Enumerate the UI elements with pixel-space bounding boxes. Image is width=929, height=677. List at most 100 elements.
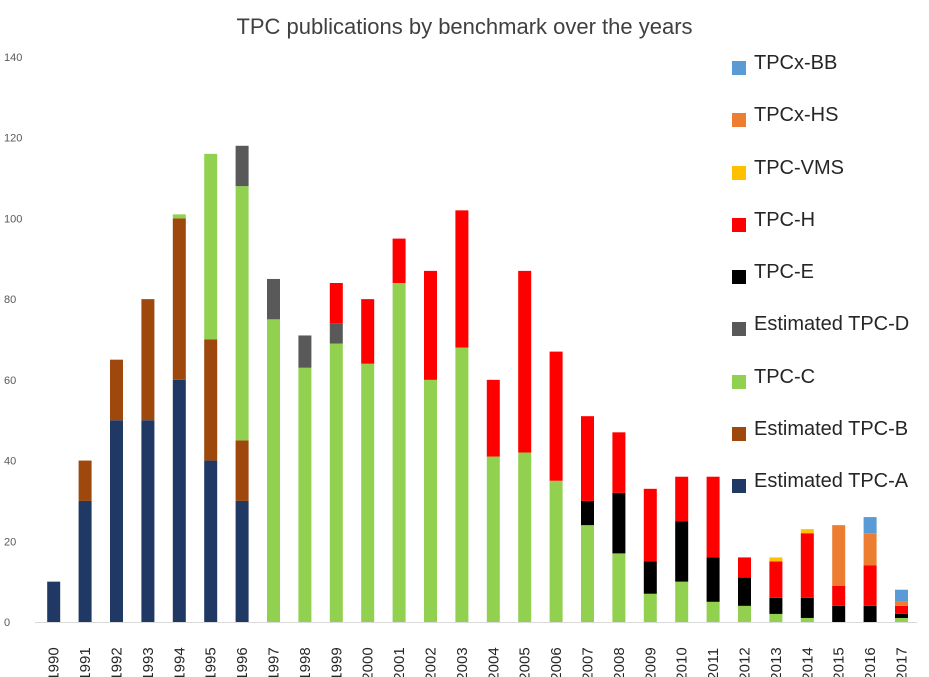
- bar-segment: [832, 585, 846, 606]
- x-tick-label: 2003: [454, 647, 471, 677]
- bar-segment: [235, 186, 249, 441]
- x-tick-label: 1990: [46, 647, 63, 677]
- bar-segment: [298, 335, 312, 368]
- x-tick-label: 2005: [517, 647, 534, 677]
- bar-segment: [549, 480, 563, 622]
- x-tick-label: 1991: [77, 647, 94, 677]
- bar-segment: [204, 460, 218, 622]
- bar-segment: [424, 270, 437, 380]
- bar-segment: [110, 420, 123, 622]
- bar-segment: [486, 379, 500, 457]
- bar-segment: [455, 347, 469, 622]
- x-tick-label: 1997: [266, 647, 283, 677]
- legend-label: TPCx-BB: [754, 52, 838, 74]
- bar-segment: [738, 557, 751, 578]
- bar-segment: [675, 476, 689, 522]
- y-tick-label: 80: [4, 294, 16, 306]
- x-tick-label: 1992: [109, 647, 126, 677]
- bar-segment: [518, 452, 532, 622]
- bar-segment: [141, 299, 155, 421]
- bar-segment: [110, 359, 123, 421]
- legend-swatch: [732, 270, 746, 285]
- legend-swatch: [732, 61, 746, 75]
- y-tick-label: 60: [4, 375, 16, 387]
- bar-segment: [895, 589, 908, 602]
- bar-segment: [235, 500, 249, 622]
- x-tick-label: 2007: [580, 647, 597, 677]
- bar-segment: [329, 323, 343, 344]
- bar-segment: [298, 367, 312, 622]
- bar-segment: [612, 553, 626, 622]
- x-tick-label: 1996: [234, 647, 251, 677]
- bar-segment: [738, 605, 751, 622]
- bar-segment: [863, 565, 877, 606]
- y-tick-label: 20: [4, 536, 16, 548]
- y-tick-label: 120: [4, 133, 22, 145]
- bar-segment: [769, 613, 783, 622]
- bar-segment: [235, 440, 249, 501]
- bar-segment: [706, 557, 720, 602]
- bar-segment: [392, 283, 406, 622]
- x-tick-label: 2006: [548, 647, 565, 677]
- x-tick-label: 2009: [642, 647, 659, 677]
- bar-segment: [204, 339, 218, 461]
- bar-segment: [47, 581, 61, 622]
- legend-label: TPC-E: [754, 261, 814, 284]
- bar-segment: [581, 500, 594, 526]
- bar-segment: [78, 500, 92, 622]
- bar-segment: [895, 601, 908, 606]
- y-tick-label: 100: [4, 213, 22, 225]
- x-tick-label: 2012: [737, 647, 754, 677]
- bar-segment: [800, 597, 814, 618]
- bar-segment: [172, 379, 186, 622]
- y-tick-label: 40: [4, 456, 16, 468]
- x-tick-label: 1999: [328, 647, 345, 677]
- legend-label: TPC-VMS: [754, 156, 844, 179]
- bar-segment: [832, 525, 846, 586]
- bar-segment: [329, 343, 343, 622]
- bar-segment: [675, 581, 689, 622]
- bar-segment: [863, 605, 877, 622]
- legend-label: Estimated TPC-B: [754, 418, 909, 441]
- x-tick-label: 1998: [297, 647, 314, 677]
- x-tick-label: 2015: [831, 647, 848, 677]
- x-tick-label: 1993: [140, 647, 157, 677]
- x-tick-label: 2010: [674, 647, 691, 677]
- chart-title: TPC publications by benchmark over the y…: [236, 14, 693, 39]
- x-tick-label: 1995: [203, 647, 220, 677]
- legend-label: Estimated TPC-A: [754, 470, 909, 493]
- bar-segment: [518, 270, 532, 453]
- bar-segment: [361, 299, 375, 364]
- bar-segment: [172, 218, 186, 380]
- bar-segment: [612, 432, 626, 493]
- x-tick-label: 2004: [485, 647, 502, 677]
- bar-segment: [675, 521, 689, 582]
- legend-label: Estimated TPC-D: [754, 313, 910, 336]
- bar-segment: [235, 145, 249, 187]
- x-tick-label: 2016: [862, 647, 879, 677]
- legend-swatch: [732, 217, 746, 232]
- bar-segment: [769, 557, 783, 562]
- bar-segment: [863, 517, 877, 534]
- bar-segment: [832, 605, 846, 622]
- bar-segment: [78, 460, 92, 501]
- bar-segment: [549, 351, 563, 481]
- x-tick-label: 2011: [705, 648, 722, 677]
- bar-segment: [172, 214, 186, 219]
- x-tick-label: 2001: [391, 647, 408, 677]
- bar-segment: [486, 456, 500, 622]
- legend-label: TPCx-HS: [754, 104, 839, 127]
- bar-segment: [706, 476, 720, 558]
- y-tick-label: 140: [4, 52, 22, 64]
- bar-segment: [581, 525, 594, 622]
- bar-segment: [643, 561, 657, 594]
- bar-segment: [329, 283, 343, 324]
- x-tick-label: 2013: [768, 647, 785, 677]
- y-tick-label: 0: [4, 617, 10, 629]
- bar-segment: [769, 597, 783, 614]
- legend-swatch: [732, 427, 746, 442]
- bar-segment: [863, 533, 877, 566]
- legend-swatch: [732, 322, 746, 337]
- legend-swatch: [732, 113, 746, 128]
- bar-segment: [895, 605, 908, 614]
